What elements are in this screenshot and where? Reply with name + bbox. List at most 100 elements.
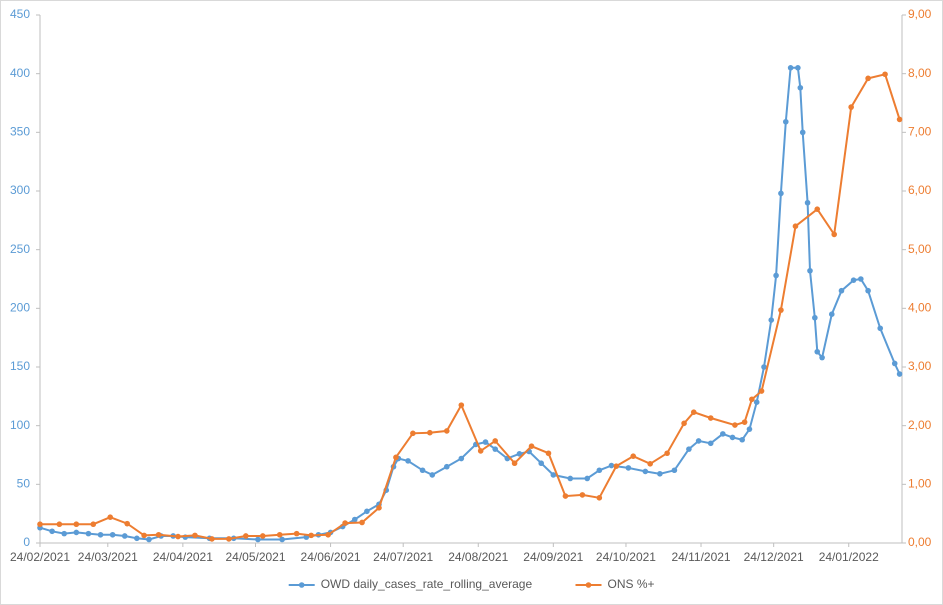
data-point	[613, 463, 620, 469]
data-point	[720, 431, 726, 437]
data-point	[73, 529, 80, 536]
data-point	[804, 199, 811, 206]
data-point	[812, 314, 818, 321]
data-point	[410, 430, 416, 437]
y2-tick-label: 4,00	[908, 301, 932, 315]
y-tick-label: 150	[10, 359, 30, 373]
data-point	[865, 287, 871, 294]
data-point	[359, 519, 365, 526]
data-point	[768, 317, 775, 323]
data-point	[342, 520, 348, 526]
x-tick-label: 24/03/2021	[78, 550, 138, 564]
data-point	[562, 493, 569, 499]
y-tick-label: 50	[17, 477, 31, 491]
data-point	[814, 348, 821, 355]
data-point	[681, 420, 687, 427]
x-tick-label: 24/04/2021	[153, 550, 213, 564]
data-point	[608, 462, 615, 469]
data-point	[741, 419, 748, 425]
data-point	[492, 446, 499, 452]
data-point	[458, 455, 465, 462]
data-point	[243, 533, 249, 539]
y-tick-label: 0	[23, 535, 30, 549]
data-point	[308, 532, 314, 539]
data-point	[877, 325, 884, 332]
data-point	[882, 71, 888, 78]
data-point	[896, 371, 903, 377]
data-point	[107, 514, 114, 520]
data-point	[255, 536, 261, 543]
data-point	[477, 448, 484, 454]
data-point	[109, 531, 116, 538]
x-tick-label: 24/08/2021	[448, 550, 508, 564]
x-tick-label: 24/05/2021	[225, 550, 285, 564]
data-point	[690, 409, 697, 415]
data-point	[276, 531, 283, 538]
data-point	[671, 467, 678, 474]
data-point	[155, 531, 162, 538]
data-point	[209, 536, 215, 542]
data-point	[773, 272, 779, 279]
data-point	[550, 472, 557, 478]
data-point	[419, 467, 426, 474]
y2-tick-label: 3,00	[908, 359, 932, 373]
data-point	[729, 434, 736, 441]
data-point	[758, 388, 765, 394]
data-point	[516, 451, 523, 457]
data-point	[850, 277, 857, 283]
data-point	[56, 521, 63, 528]
data-point	[146, 536, 152, 543]
data-point	[819, 354, 825, 361]
data-point	[787, 65, 794, 71]
data-point	[838, 287, 845, 294]
x-tick-label: 24/07/2021	[373, 550, 433, 564]
data-point	[325, 531, 331, 538]
data-point	[778, 307, 784, 313]
y-tick-label: 350	[10, 125, 30, 139]
data-point	[73, 521, 80, 528]
data-point	[226, 536, 232, 542]
y-tick-label: 450	[10, 7, 30, 21]
data-point	[364, 508, 370, 515]
data-point	[647, 461, 653, 467]
x-tick-label: 24/01/2022	[819, 550, 879, 564]
data-point	[37, 521, 43, 528]
data-point	[85, 530, 92, 537]
data-point	[134, 535, 140, 542]
data-point	[49, 528, 55, 535]
data-point	[799, 129, 806, 136]
data-point	[782, 118, 789, 125]
data-point	[625, 465, 632, 471]
data-point	[538, 460, 545, 467]
data-point	[579, 492, 586, 498]
y2-tick-label: 8,00	[908, 66, 932, 80]
data-point	[443, 463, 450, 470]
x-tick-label: 24/02/2021	[10, 550, 70, 564]
data-point	[584, 475, 591, 482]
data-point	[259, 533, 266, 539]
data-point	[707, 440, 714, 447]
y-tick-label: 100	[10, 418, 30, 432]
data-point	[61, 530, 68, 537]
y2-tick-label: 6,00	[908, 183, 932, 197]
data-point	[511, 460, 518, 467]
data-point	[865, 75, 871, 82]
data-point	[807, 267, 813, 274]
data-point	[732, 422, 738, 428]
data-point	[891, 360, 898, 367]
data-point	[630, 453, 637, 459]
data-point	[192, 532, 198, 539]
data-point	[427, 429, 433, 436]
data-point	[596, 467, 603, 474]
x-tick-label: 24/09/2021	[523, 550, 583, 564]
data-point	[175, 533, 181, 540]
data-point	[797, 84, 804, 91]
data-point	[141, 532, 147, 539]
x-tick-label: 24/12/2021	[744, 550, 804, 564]
data-point	[482, 439, 489, 445]
y2-tick-label: 9,00	[908, 7, 932, 21]
data-point	[828, 311, 835, 318]
y-tick-label: 400	[10, 66, 30, 80]
data-point	[393, 454, 399, 461]
data-point	[896, 116, 903, 123]
